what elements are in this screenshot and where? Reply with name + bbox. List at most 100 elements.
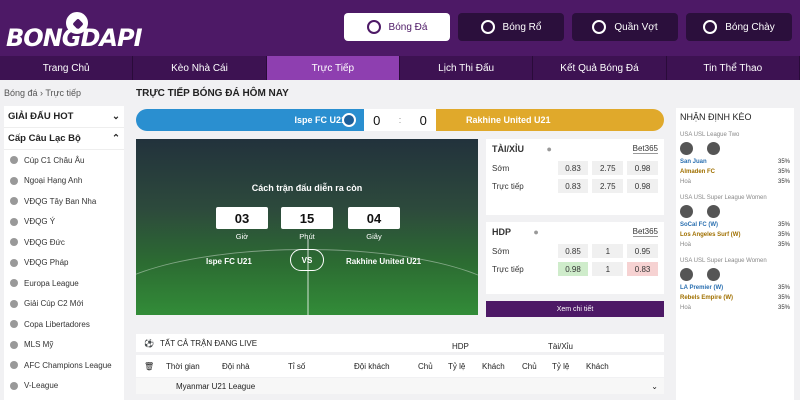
sidebar-league-item[interactable]: V-League: [4, 376, 124, 397]
nav-schedule[interactable]: Lịch Thi Đấu: [400, 56, 534, 80]
sport-tennis-button[interactable]: Quần Vợt: [572, 13, 678, 41]
chevron-down-icon: ⌄: [651, 381, 658, 391]
sidebar-league-item[interactable]: Giải Cúp C2 Mới: [4, 294, 124, 315]
sport-label: Bóng Rổ: [502, 21, 542, 33]
sidebar-league-item[interactable]: Copa Libertadores: [4, 314, 124, 335]
odds-cell[interactable]: 0.98: [627, 179, 658, 193]
field-line: [307, 239, 309, 315]
taixiu-bookie-select[interactable]: Bet365: [632, 144, 658, 154]
team-crest-icon: [680, 268, 693, 281]
prediction-block[interactable]: USA USL Super League Women SoCal FC (W) 35…: [680, 195, 790, 248]
odds-cell[interactable]: 2.75: [592, 161, 624, 175]
logo-text: BONGDAPI: [6, 24, 142, 52]
prediction-team: Hoà: [680, 242, 692, 248]
odds-cell[interactable]: 0.98: [627, 161, 658, 175]
sidebar-league-item[interactable]: VĐQG Đức: [4, 232, 124, 253]
col-hdp-home: Chủ: [418, 362, 433, 371]
col-tx-away: Khách: [586, 362, 609, 371]
odds-cell[interactable]: 0.83: [627, 262, 658, 276]
prediction-team: LA Premier (W): [680, 285, 724, 291]
view-details-button[interactable]: Xem chi tiết: [486, 301, 664, 317]
sidebar-league-label: Ngoại Hạng Anh: [24, 176, 83, 186]
sidebar-league-item[interactable]: AFC Champions League: [4, 355, 124, 376]
league-logo-icon: [10, 299, 18, 308]
nav-results[interactable]: Kết Quả Bóng Đá: [533, 56, 667, 80]
field-away-team: Rakhine United U21: [346, 257, 422, 266]
league-logo-icon: [10, 381, 18, 390]
sidebar-league-item[interactable]: VĐQG Ý: [4, 212, 124, 233]
sport-label: Quần Vợt: [614, 21, 658, 33]
sidebar-league-item[interactable]: Ngoại Hạng Anh: [4, 171, 124, 192]
hot-leagues-title: GIẢI ĐẤU HOT: [8, 111, 74, 122]
vs-badge: VS: [290, 249, 324, 271]
ball-icon: [64, 10, 90, 36]
sidebar-league-item[interactable]: VĐQG Pháp: [4, 253, 124, 274]
breadcrumb[interactable]: Bóng đá › Trực tiếp: [4, 88, 82, 98]
club-level-header[interactable]: Cấp Câu Lạc Bộ ⌃: [4, 128, 124, 150]
away-team-bar: Rakhine United U21: [436, 109, 664, 131]
live-matches-header: ⚽ TẤT CẢ TRẬN ĐANG LIVE: [136, 334, 664, 352]
score-separator: :: [398, 115, 402, 125]
col-home: Đội nhà: [222, 362, 250, 371]
hours-label: Giờ: [235, 232, 249, 241]
site-header: BONGDAPI Bóng Đá Bóng Rổ Quần Vợt Bóng C…: [0, 0, 800, 56]
minutes-value: 15: [281, 207, 333, 229]
logo[interactable]: BONGDAPI: [4, 6, 144, 52]
odds-cell[interactable]: 1: [592, 244, 624, 258]
league-group-row[interactable]: Myanmar U21 League ⌄: [136, 378, 664, 394]
hdp-title: HDP: [492, 227, 511, 237]
baseball-icon: [703, 20, 718, 34]
prediction-row: Los Angeles Surf (W) 35%: [680, 232, 790, 238]
prediction-league: USA USL Super League Women: [680, 258, 767, 264]
seconds-value: 04: [348, 207, 400, 229]
league-logo-icon: [10, 176, 18, 185]
sidebar-league-item[interactable]: MLS Mỹ: [4, 335, 124, 356]
countdown-minutes: 15 Phút: [281, 207, 333, 241]
prediction-block[interactable]: USA USL League Two San Juan 35% Almaden FC 3…: [680, 132, 790, 185]
prediction-row: SoCal FC (W) 35%: [680, 222, 790, 228]
home-team-bar: Ispe FC U21: [136, 109, 364, 131]
nav-news[interactable]: Tin Thể Thao: [667, 56, 800, 80]
sidebar-league-item[interactable]: Cúp C1 Châu Âu: [4, 150, 124, 171]
odds-row-label: Sớm: [492, 163, 510, 173]
sidebar: GIẢI ĐẤU HOT ⌄ Cấp Câu Lạc Bộ ⌃ Cúp C1 Châ…: [4, 106, 124, 400]
sport-baseball-button[interactable]: Bóng Chày: [686, 13, 792, 41]
odds-cell[interactable]: 1: [592, 262, 624, 276]
odds-cell[interactable]: 0.83: [557, 161, 589, 175]
prediction-percent: 35%: [777, 242, 790, 248]
sidebar-league-label: Cúp C1 Châu Âu: [24, 155, 85, 165]
odds-cell[interactable]: 2.75: [592, 179, 624, 193]
hot-leagues-header[interactable]: GIẢI ĐẤU HOT ⌄: [4, 106, 124, 128]
sport-basketball-button[interactable]: Bóng Rổ: [458, 13, 564, 41]
trash-icon[interactable]: 🗑: [144, 362, 155, 371]
nav-live[interactable]: Trực Tiếp: [266, 56, 400, 80]
nav-home[interactable]: Trang Chủ: [0, 56, 134, 80]
sidebar-league-item[interactable]: VĐQG Tây Ban Nha: [4, 191, 124, 212]
info-icon: ●: [546, 144, 552, 154]
odds-row: Trực tiếp 0.83 2.75 0.98: [486, 177, 664, 195]
sidebar-league-label: Giải Cúp C2 Mới: [24, 299, 84, 309]
league-logo-icon: [10, 238, 18, 247]
home-score: 0: [373, 112, 381, 128]
prediction-block[interactable]: USA USL Super League Women LA Premier (W)…: [680, 258, 790, 311]
prediction-percent: 35%: [777, 179, 790, 185]
league-logo-icon: [10, 156, 18, 165]
odds-cell[interactable]: 0.85: [557, 244, 589, 258]
hdp-bookie-select[interactable]: Bet365: [632, 227, 658, 237]
match-bar[interactable]: Ispe FC U21 0 : 0 Rakhine United U21: [136, 109, 664, 131]
odds-row-label: Trực tiếp: [492, 181, 524, 191]
prediction-percent: 35%: [777, 159, 790, 165]
sidebar-league-item[interactable]: Europa League: [4, 273, 124, 294]
sport-football-button[interactable]: Bóng Đá: [344, 13, 450, 41]
odds-cell[interactable]: 0.95: [627, 244, 658, 258]
home-team-name: Ispe FC U21: [294, 115, 346, 125]
nav-odds[interactable]: Kèo Nhà Cái: [133, 56, 267, 80]
football-icon: [366, 20, 381, 34]
odds-cell[interactable]: 0.83: [557, 179, 589, 193]
col-tx-rate: Tỷ lệ: [552, 362, 570, 371]
league-logo-icon: [10, 320, 18, 329]
sport-label: Bóng Chày: [725, 21, 775, 33]
odds-cell[interactable]: 0.98: [557, 262, 589, 276]
chevron-down-icon: ⌄: [112, 111, 120, 122]
live-title: TẤT CẢ TRẬN ĐANG LIVE: [159, 338, 258, 348]
